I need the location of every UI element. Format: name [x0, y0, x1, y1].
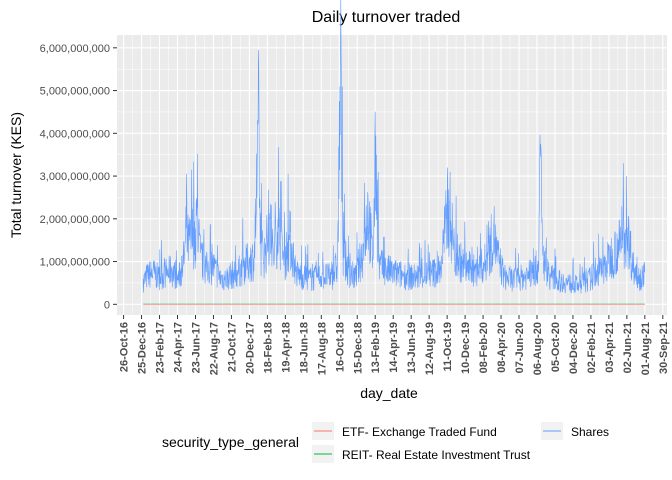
x-tick-label: 04-Dec-20: [568, 322, 580, 374]
x-tick-label: 10-Dec-19: [460, 322, 472, 374]
y-tick-label: 4,000,000,000: [40, 128, 110, 140]
x-tick-label: 05-Oct-20: [550, 322, 562, 372]
x-tick-label: 18-Feb-18: [262, 322, 274, 373]
y-tick-label: 1,000,000,000: [40, 257, 110, 269]
x-tick-label: 12-Aug-19: [424, 322, 436, 375]
x-tick-label: 13-Jun-19: [406, 322, 418, 373]
x-tick-label: 07-Jun-20: [514, 322, 526, 373]
x-tick-label: 08-Feb-20: [478, 322, 490, 373]
x-tick-label: 26-Oct-16: [119, 322, 131, 372]
x-tick-label: 06-Aug-20: [532, 322, 544, 375]
x-tick-label: 15-Dec-18: [352, 322, 364, 374]
legend-label-etf: ETF- Exchange Traded Fund: [342, 425, 497, 439]
x-tick-label: 23-Jun-17: [190, 322, 202, 373]
y-tick-label: 5,000,000,000: [40, 86, 110, 98]
y-axis-label: Total turnover (KES): [8, 112, 24, 238]
x-tick-label: 22-Aug-17: [208, 322, 220, 375]
x-tick-label: 25-Dec-16: [137, 322, 149, 374]
x-tick-label: 14-Apr-19: [388, 322, 400, 373]
x-tick-label: 24-Apr-17: [173, 322, 185, 373]
series-line-shares: [142, 0, 646, 294]
y-tick-label: 3,000,000,000: [40, 171, 110, 183]
legend-label-shares: Shares: [571, 425, 609, 439]
x-tick-label: 02-Feb-21: [586, 322, 598, 373]
x-axis: 26-Oct-16 25-Dec-16 23-Feb-17 24-Apr-17 23-J…: [119, 315, 670, 375]
legend: security_type_general ETF- Exchange Trad…: [162, 422, 609, 463]
x-tick-label: 16-Oct-18: [334, 322, 346, 372]
series-lines: [142, 0, 646, 305]
y-tick-label: 2,000,000,000: [40, 214, 110, 226]
x-tick-label: 21-Oct-17: [226, 322, 238, 372]
x-tick-label: 30-Sep-21: [658, 322, 670, 374]
y-tick-label: 6,000,000,000: [40, 43, 110, 55]
x-tick-label: 18-Jun-18: [298, 322, 310, 373]
legend-title: security_type_general: [162, 434, 299, 450]
chart-title: Daily turnover traded: [312, 9, 461, 26]
x-tick-label: 17-Aug-18: [316, 322, 328, 375]
x-tick-label: 19-Apr-18: [280, 322, 292, 373]
y-tick-label: 0: [104, 299, 110, 311]
x-tick-label: 11-Oct-19: [442, 322, 454, 372]
x-tick-label: 08-Apr-20: [496, 322, 508, 373]
plot-panel: [117, 35, 667, 315]
x-tick-label: 20-Dec-17: [244, 322, 256, 374]
x-tick-label: 23-Feb-17: [155, 322, 167, 373]
x-tick-label: 03-Apr-21: [604, 322, 616, 373]
x-tick-label: 02-Jun-21: [622, 322, 634, 373]
x-tick-label: 01-Aug-21: [640, 322, 652, 375]
y-axis: 0 1,000,000,000 2,000,000,000 3,000,000,000…: [40, 43, 117, 311]
x-tick-label: 13-Feb-19: [370, 322, 382, 373]
legend-label-reit: REIT- Real Estate Investment Trust: [342, 448, 531, 462]
x-axis-label: day_date: [360, 385, 418, 401]
